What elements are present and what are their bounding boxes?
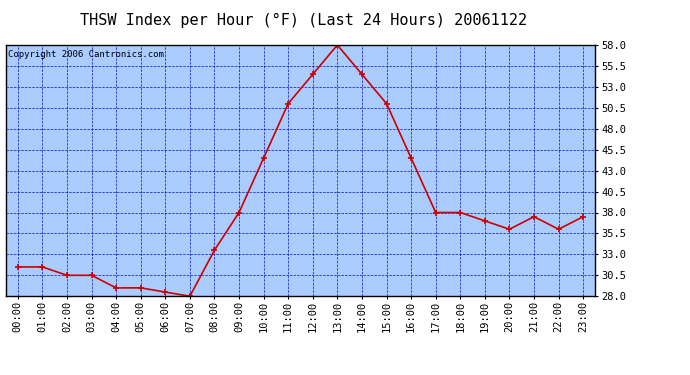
Text: Copyright 2006 Cantronics.com: Copyright 2006 Cantronics.com [8, 50, 164, 59]
Text: THSW Index per Hour (°F) (Last 24 Hours) 20061122: THSW Index per Hour (°F) (Last 24 Hours)… [80, 13, 527, 28]
